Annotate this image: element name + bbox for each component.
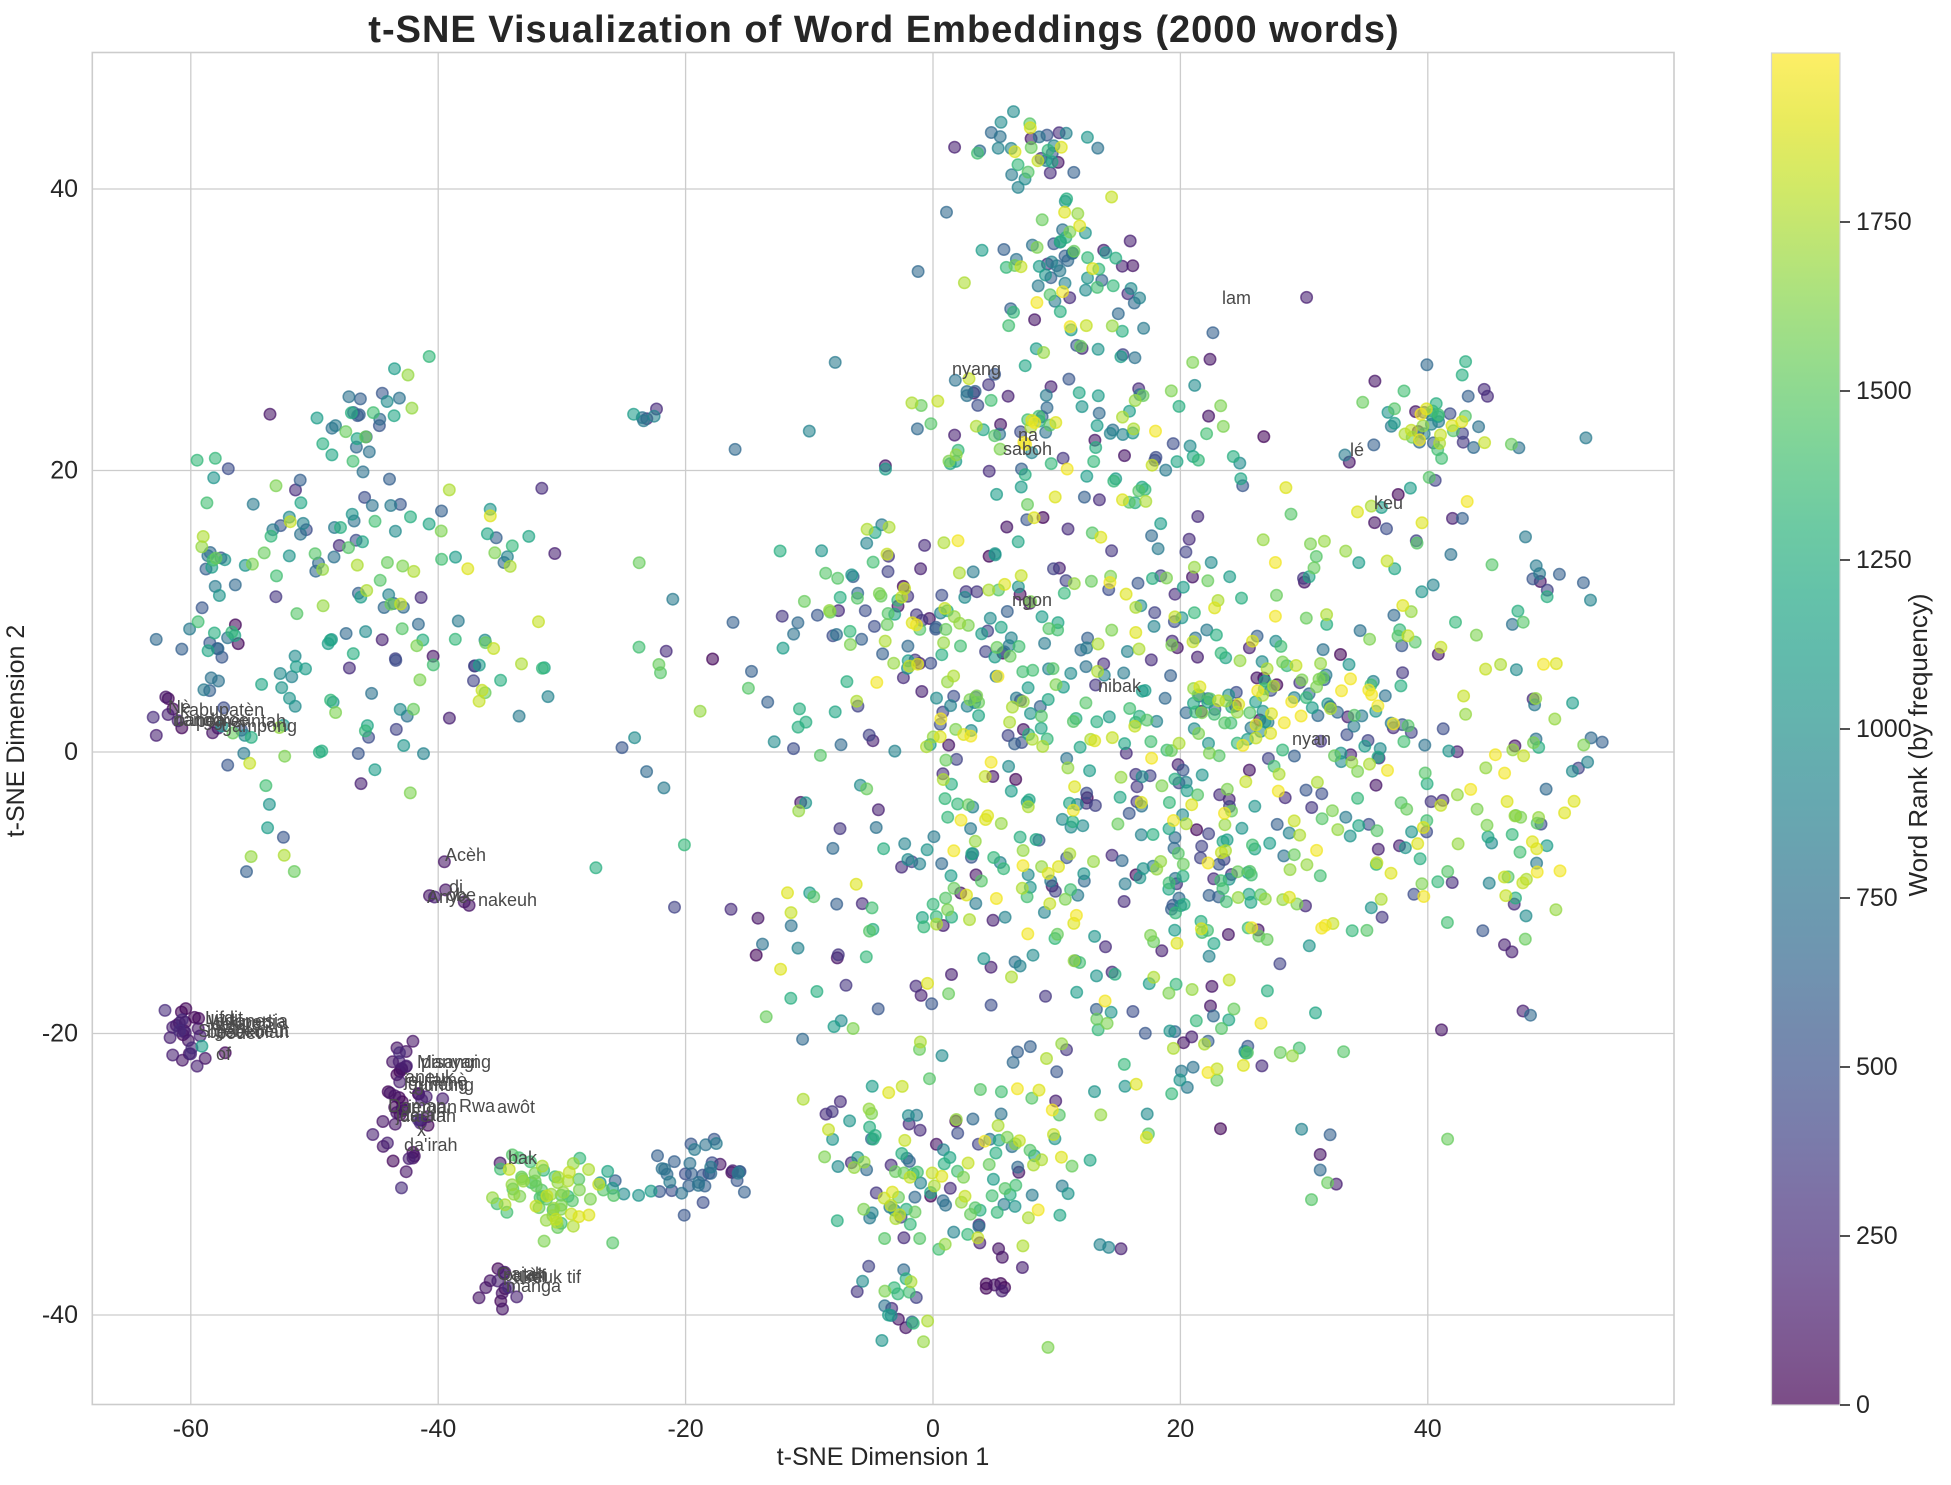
svg-text:Daman: Daman bbox=[388, 1096, 446, 1116]
svg-text:-20: -20 bbox=[668, 1415, 704, 1443]
svg-text:Anye: Anye bbox=[427, 887, 468, 907]
svg-text:1250: 1250 bbox=[1856, 546, 1912, 574]
svg-text:nyang: nyang bbox=[952, 359, 1001, 379]
svg-text:jaerah: jaerah bbox=[395, 1105, 446, 1125]
svg-text:40: 40 bbox=[1414, 1415, 1442, 1443]
svg-text:-40: -40 bbox=[42, 1301, 78, 1329]
svg-text:0: 0 bbox=[926, 1415, 940, 1443]
svg-text:nakeuh: nakeuh bbox=[478, 890, 537, 910]
svg-text:lam: lam bbox=[1222, 288, 1251, 308]
svg-text:kabupatèn: kabupatèn bbox=[180, 700, 264, 720]
svg-text:obe: obe bbox=[446, 885, 476, 905]
svg-text:Word Rank (by frequency): Word Rank (by frequency) bbox=[1903, 594, 1933, 897]
svg-text:manga: manga bbox=[506, 1276, 562, 1296]
svg-text:t-SNE Dimension 1: t-SNE Dimension 1 bbox=[777, 1443, 990, 1471]
svg-text:putèh: putèh bbox=[503, 1265, 548, 1285]
svg-text:Gajah: Gajah bbox=[497, 1264, 545, 1284]
svg-text:aneuk: aneuk bbox=[405, 1067, 455, 1087]
svg-text:Manyang: Manyang bbox=[417, 1052, 491, 1072]
svg-text:0: 0 bbox=[1856, 1391, 1870, 1419]
svg-text:sejarah: sejarah bbox=[213, 1014, 272, 1034]
svg-text:awôt: awôt bbox=[497, 1097, 535, 1117]
svg-text:bèsèkolah: bèsèkolah bbox=[207, 1022, 289, 1042]
svg-text:Lifdit: Lifdit bbox=[205, 1008, 243, 1028]
svg-text:Indonesia: Indonesia bbox=[210, 1011, 289, 1031]
svg-text:pemerintah: pemerintah bbox=[196, 711, 286, 731]
svg-text:lé: lé bbox=[1350, 440, 1364, 460]
svg-text:ieman: ieman bbox=[408, 1097, 457, 1117]
svg-text:nibak: nibak bbox=[1098, 676, 1142, 696]
svg-text:da'irah: da'irah bbox=[404, 1135, 457, 1155]
svg-text:nyan: nyan bbox=[1292, 729, 1331, 749]
svg-text:pisangi: pisangi bbox=[421, 1052, 478, 1072]
svg-text:jeulamè: jeulamè bbox=[403, 1070, 467, 1090]
svg-text:1500: 1500 bbox=[1856, 377, 1912, 405]
svg-text:1000: 1000 bbox=[1856, 715, 1912, 743]
svg-text:bak: bak bbox=[508, 1148, 538, 1168]
svg-text:-40: -40 bbox=[420, 1415, 456, 1443]
svg-text:1750: 1750 bbox=[1856, 208, 1912, 236]
svg-text:750: 750 bbox=[1856, 884, 1898, 912]
svg-text:Wikipedia: Wikipedia bbox=[208, 1012, 287, 1032]
svg-text:-60: -60 bbox=[173, 1415, 209, 1443]
svg-text:banda: banda bbox=[175, 710, 226, 730]
svg-text:ngon: ngon bbox=[1012, 590, 1052, 610]
svg-text:gampong: gampong bbox=[222, 716, 297, 736]
svg-text:gunung: gunung bbox=[414, 1075, 474, 1095]
svg-text:di: di bbox=[449, 877, 463, 897]
svg-text:Nè: Nè bbox=[168, 697, 191, 717]
svg-text:of: of bbox=[216, 1044, 232, 1064]
svg-text:40: 40 bbox=[50, 175, 78, 203]
svg-text:Acèh: Acèh bbox=[445, 845, 486, 865]
svg-text:0: 0 bbox=[64, 738, 78, 766]
svg-text:250: 250 bbox=[1856, 1222, 1898, 1250]
svg-text:20: 20 bbox=[50, 457, 78, 485]
svg-text:gunong: gunong bbox=[408, 1074, 468, 1094]
svg-text:t-SNE Dimension 2: t-SNE Dimension 2 bbox=[2, 625, 30, 838]
svg-text:keu: keu bbox=[1374, 493, 1403, 513]
svg-text:beuet: beuet bbox=[216, 1023, 261, 1043]
svg-text:x: x bbox=[417, 1120, 426, 1140]
svg-text:aktif: aktif bbox=[513, 1266, 547, 1286]
svg-text:daerah: daerah bbox=[400, 1106, 456, 1126]
svg-text:Rwa: Rwa bbox=[459, 1096, 496, 1116]
svg-text:saboh: saboh bbox=[1003, 439, 1052, 459]
svg-text:reuk tif: reuk tif bbox=[527, 1267, 582, 1287]
svg-text:Sigebeueut: Sigebeueut bbox=[198, 1021, 289, 1041]
svg-text:na: na bbox=[1018, 425, 1039, 445]
svg-text:20: 20 bbox=[1166, 1415, 1194, 1443]
svg-text:-20: -20 bbox=[42, 1020, 78, 1048]
svg-text:t-SNE Visualization of Word Em: t-SNE Visualization of Word Embeddings (… bbox=[368, 9, 1399, 51]
svg-text:500: 500 bbox=[1856, 1053, 1898, 1081]
svg-text:nanggroe: nanggroe bbox=[173, 710, 249, 730]
